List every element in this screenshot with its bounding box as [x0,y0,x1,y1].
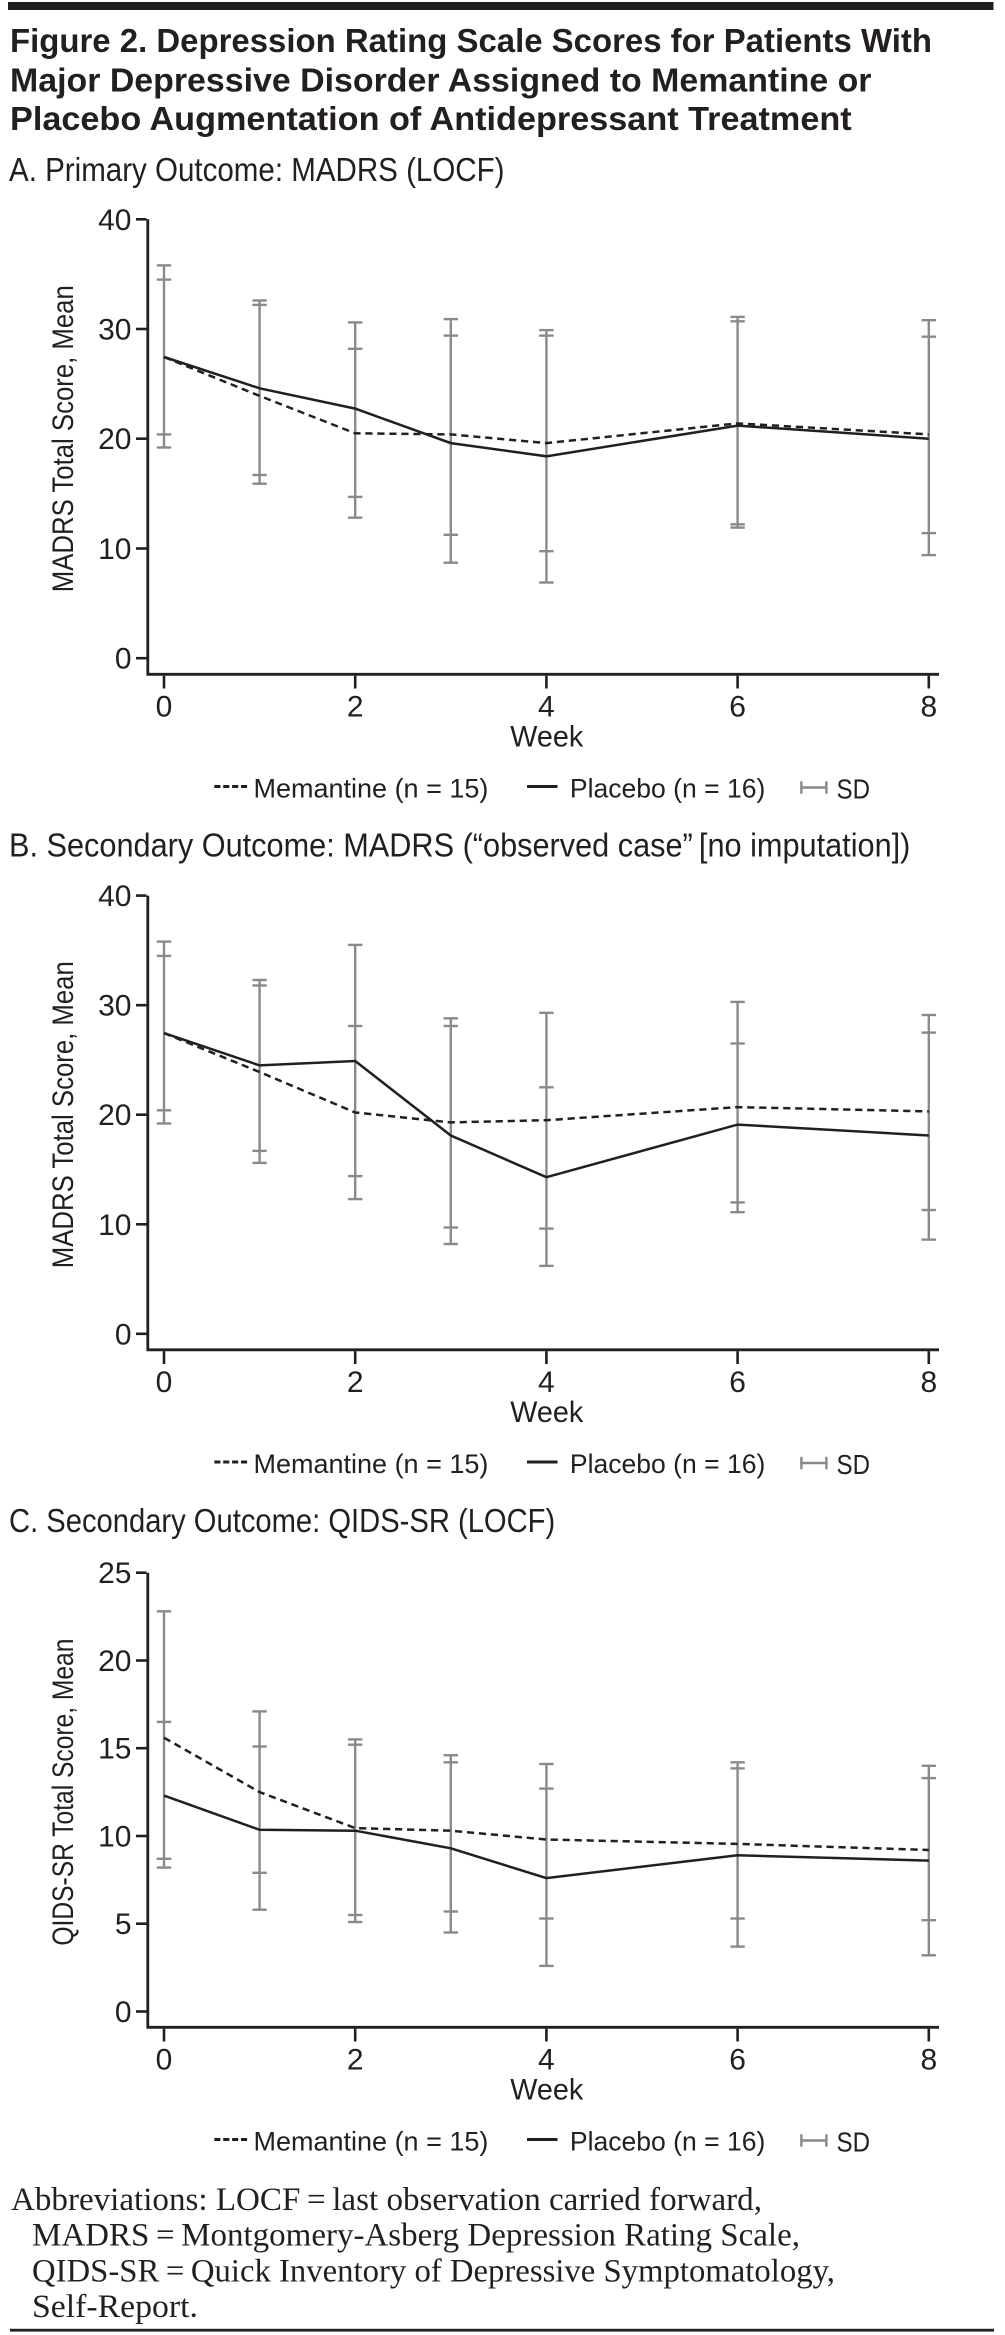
svg-text:10: 10 [98,533,131,566]
svg-text:Memantine (n = 15): Memantine (n = 15) [254,774,489,804]
svg-text:QIDS-SR Total Score, Mean: QIDS-SR Total Score, Mean [47,1639,80,1946]
svg-text:4: 4 [538,690,555,723]
svg-text:8: 8 [920,690,937,723]
svg-text:0: 0 [156,1366,173,1399]
svg-text:Figure 2. Depression Rating Sc: Figure 2. Depression Rating Scale Scores… [10,22,932,59]
svg-text:Self-Report.: Self-Report. [32,2289,198,2325]
svg-text:0: 0 [115,643,132,676]
svg-text:B. Secondary Outcome: MADRS (“: B. Secondary Outcome: MADRS (“observed c… [9,826,910,863]
svg-text:20: 20 [98,1645,131,1678]
svg-text:5: 5 [115,1908,132,1941]
svg-text:SD: SD [837,774,871,805]
svg-text:Placebo (n = 16): Placebo (n = 16) [570,2127,766,2157]
svg-text:25: 25 [98,1557,131,1590]
svg-text:Abbreviations: LOCF = last obs: Abbreviations: LOCF = last observation c… [11,2182,762,2218]
svg-text:Placebo (n = 16): Placebo (n = 16) [570,774,766,804]
svg-text:Week: Week [510,1396,584,1429]
svg-text:Week: Week [510,720,584,753]
svg-text:30: 30 [98,990,131,1023]
svg-text:0: 0 [115,1996,132,2029]
svg-text:2: 2 [347,1366,364,1399]
svg-text:2: 2 [347,690,364,723]
svg-text:40: 40 [98,204,131,237]
svg-text:MADRS = Montgomery-Asberg Depr: MADRS = Montgomery-Asberg Depression Rat… [32,2218,800,2254]
svg-text:Memantine (n = 15): Memantine (n = 15) [254,2127,489,2157]
svg-text:Week: Week [510,2073,584,2106]
svg-text:10: 10 [98,1209,131,1242]
svg-text:0: 0 [156,690,173,723]
svg-text:8: 8 [920,2043,937,2076]
svg-text:Major Depressive Disorder Assi: Major Depressive Disorder Assigned to Me… [10,61,872,98]
svg-text:0: 0 [115,1318,132,1351]
svg-text:40: 40 [98,880,131,913]
svg-text:6: 6 [729,2043,746,2076]
svg-text:20: 20 [98,1099,131,1132]
svg-text:Memantine (n = 15): Memantine (n = 15) [254,1449,489,1479]
svg-text:10: 10 [98,1821,131,1854]
svg-text:0: 0 [156,2043,173,2076]
svg-text:Placebo Augmentation of Antide: Placebo Augmentation of Antidepressant T… [10,100,852,137]
svg-text:SD: SD [837,1449,871,1480]
svg-text:MADRS Total Score, Mean: MADRS Total Score, Mean [47,961,80,1268]
svg-text:MADRS Total Score, Mean: MADRS Total Score, Mean [47,285,80,592]
svg-text:Placebo (n = 16): Placebo (n = 16) [570,1449,766,1479]
svg-text:8: 8 [920,1366,937,1399]
svg-text:4: 4 [538,2043,555,2076]
svg-text:QIDS-SR = Quick Inventory of D: QIDS-SR = Quick Inventory of Depressive … [32,2254,835,2290]
svg-text:6: 6 [729,690,746,723]
svg-text:4: 4 [538,1366,555,1399]
svg-text:15: 15 [98,1733,131,1766]
svg-text:20: 20 [98,423,131,456]
svg-text:SD: SD [837,2127,871,2158]
svg-text:C. Secondary Outcome: QIDS-SR: C. Secondary Outcome: QIDS-SR (LOCF) [9,1502,555,1539]
svg-text:6: 6 [729,1366,746,1399]
svg-text:2: 2 [347,2043,364,2076]
svg-text:30: 30 [98,314,131,347]
svg-text:A. Primary Outcome: MADRS (LOC: A. Primary Outcome: MADRS (LOCF) [9,151,505,188]
